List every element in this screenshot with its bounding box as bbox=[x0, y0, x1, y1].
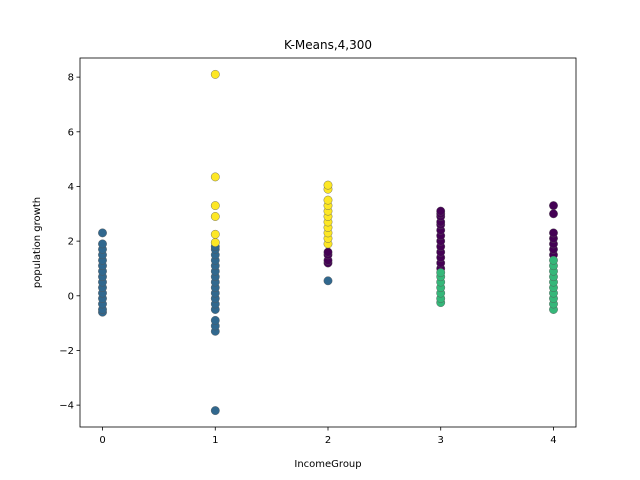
y-tick-label: −2 bbox=[59, 346, 74, 357]
y-axis-label: population growth bbox=[32, 197, 43, 288]
data-point-cluster-3 bbox=[323, 195, 333, 205]
data-point-cluster-3 bbox=[210, 70, 220, 79]
y-tick-label: −4 bbox=[59, 401, 74, 412]
x-tick-label: 0 bbox=[99, 435, 105, 446]
data-point-cluster-0 bbox=[549, 209, 558, 219]
x-axis-label: IncomeGroup bbox=[294, 459, 361, 470]
data-point-cluster-1 bbox=[98, 239, 107, 249]
data-point-cluster-2 bbox=[436, 268, 446, 277]
x-tick-label: 3 bbox=[438, 435, 444, 446]
y-tick-label: 0 bbox=[68, 291, 74, 302]
y-tick-label: 8 bbox=[68, 73, 74, 84]
data-point-cluster-1 bbox=[210, 406, 220, 415]
data-point-cluster-0 bbox=[549, 228, 558, 238]
data-point-cluster-0 bbox=[549, 201, 558, 211]
data-point-cluster-3 bbox=[210, 172, 220, 182]
data-point-cluster-3 bbox=[323, 180, 333, 190]
data-point-cluster-3 bbox=[210, 229, 220, 239]
data-point-cluster-0 bbox=[436, 206, 446, 216]
y-tick-label: 6 bbox=[68, 127, 74, 138]
y-axis: −4 −2 0 2 4 6 8 bbox=[59, 73, 80, 412]
x-axis: 0 1 2 3 4 bbox=[99, 427, 557, 446]
data-point-cluster-2 bbox=[549, 255, 558, 265]
data-point-cluster-1 bbox=[98, 228, 107, 238]
data-point-cluster-3 bbox=[210, 238, 220, 247]
x-tick-label: 1 bbox=[212, 435, 218, 446]
data-point-cluster-0 bbox=[323, 247, 333, 257]
y-tick-label: 2 bbox=[68, 237, 74, 248]
data-point-cluster-1 bbox=[323, 276, 333, 286]
chart-title: K-Means,4,300 bbox=[284, 38, 372, 52]
data-point-cluster-3 bbox=[210, 201, 220, 211]
x-tick-label: 2 bbox=[325, 435, 331, 446]
y-tick-label: 4 bbox=[68, 182, 74, 193]
points-layer bbox=[98, 70, 558, 415]
data-point-cluster-3 bbox=[210, 212, 220, 221]
data-point-cluster-1 bbox=[210, 315, 220, 325]
x-tick-label: 4 bbox=[550, 435, 556, 446]
